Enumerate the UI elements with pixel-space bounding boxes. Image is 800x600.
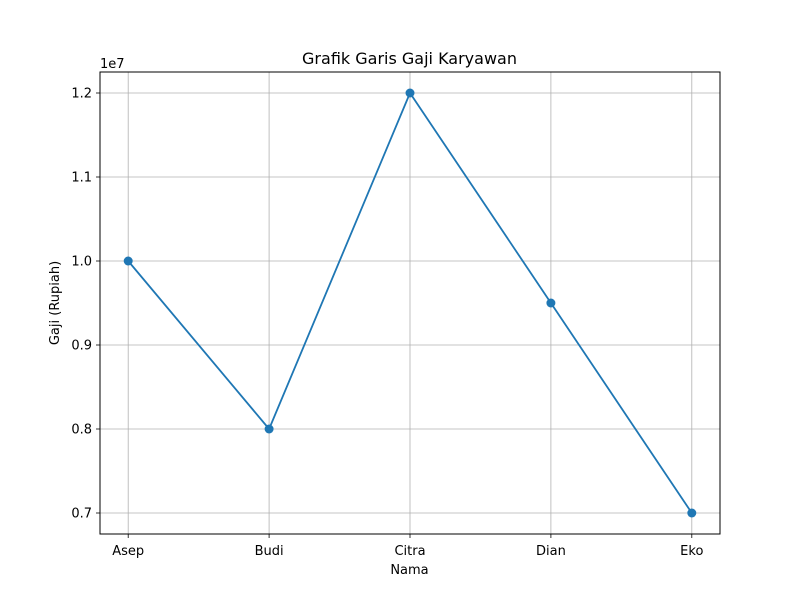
grid-lines (100, 72, 720, 534)
y-tick-label: 1.0 (71, 255, 92, 270)
data-series (123, 88, 697, 518)
y-tick-label: 1.1 (71, 171, 92, 186)
x-tick-label: Asep (112, 544, 144, 559)
x-tick-label: Budi (255, 544, 284, 559)
x-axis-label: Nama (390, 563, 428, 578)
y-tick-label: 0.9 (71, 339, 92, 354)
x-axis-ticks: Asep Budi Citra Dian Eko (112, 534, 703, 559)
data-point (264, 424, 274, 434)
y-axis-offset-label: 1e7 (100, 57, 125, 72)
y-tick-label: 0.8 (71, 423, 92, 438)
y-tick-label: 1.2 (71, 87, 92, 102)
y-axis-label: Gaji (Rupiah) (48, 261, 63, 345)
x-tick-label: Citra (394, 544, 425, 559)
x-tick-label: Eko (680, 544, 703, 559)
y-tick-label: 0.7 (71, 507, 92, 522)
y-axis-ticks: 0.7 0.8 0.9 1.0 1.1 1.2 (71, 87, 100, 522)
data-point (546, 298, 556, 308)
data-point (123, 256, 133, 266)
x-tick-label: Dian (536, 544, 566, 559)
data-point (405, 88, 415, 98)
data-point (687, 508, 697, 518)
chart-title: Grafik Garis Gaji Karyawan (302, 49, 517, 68)
